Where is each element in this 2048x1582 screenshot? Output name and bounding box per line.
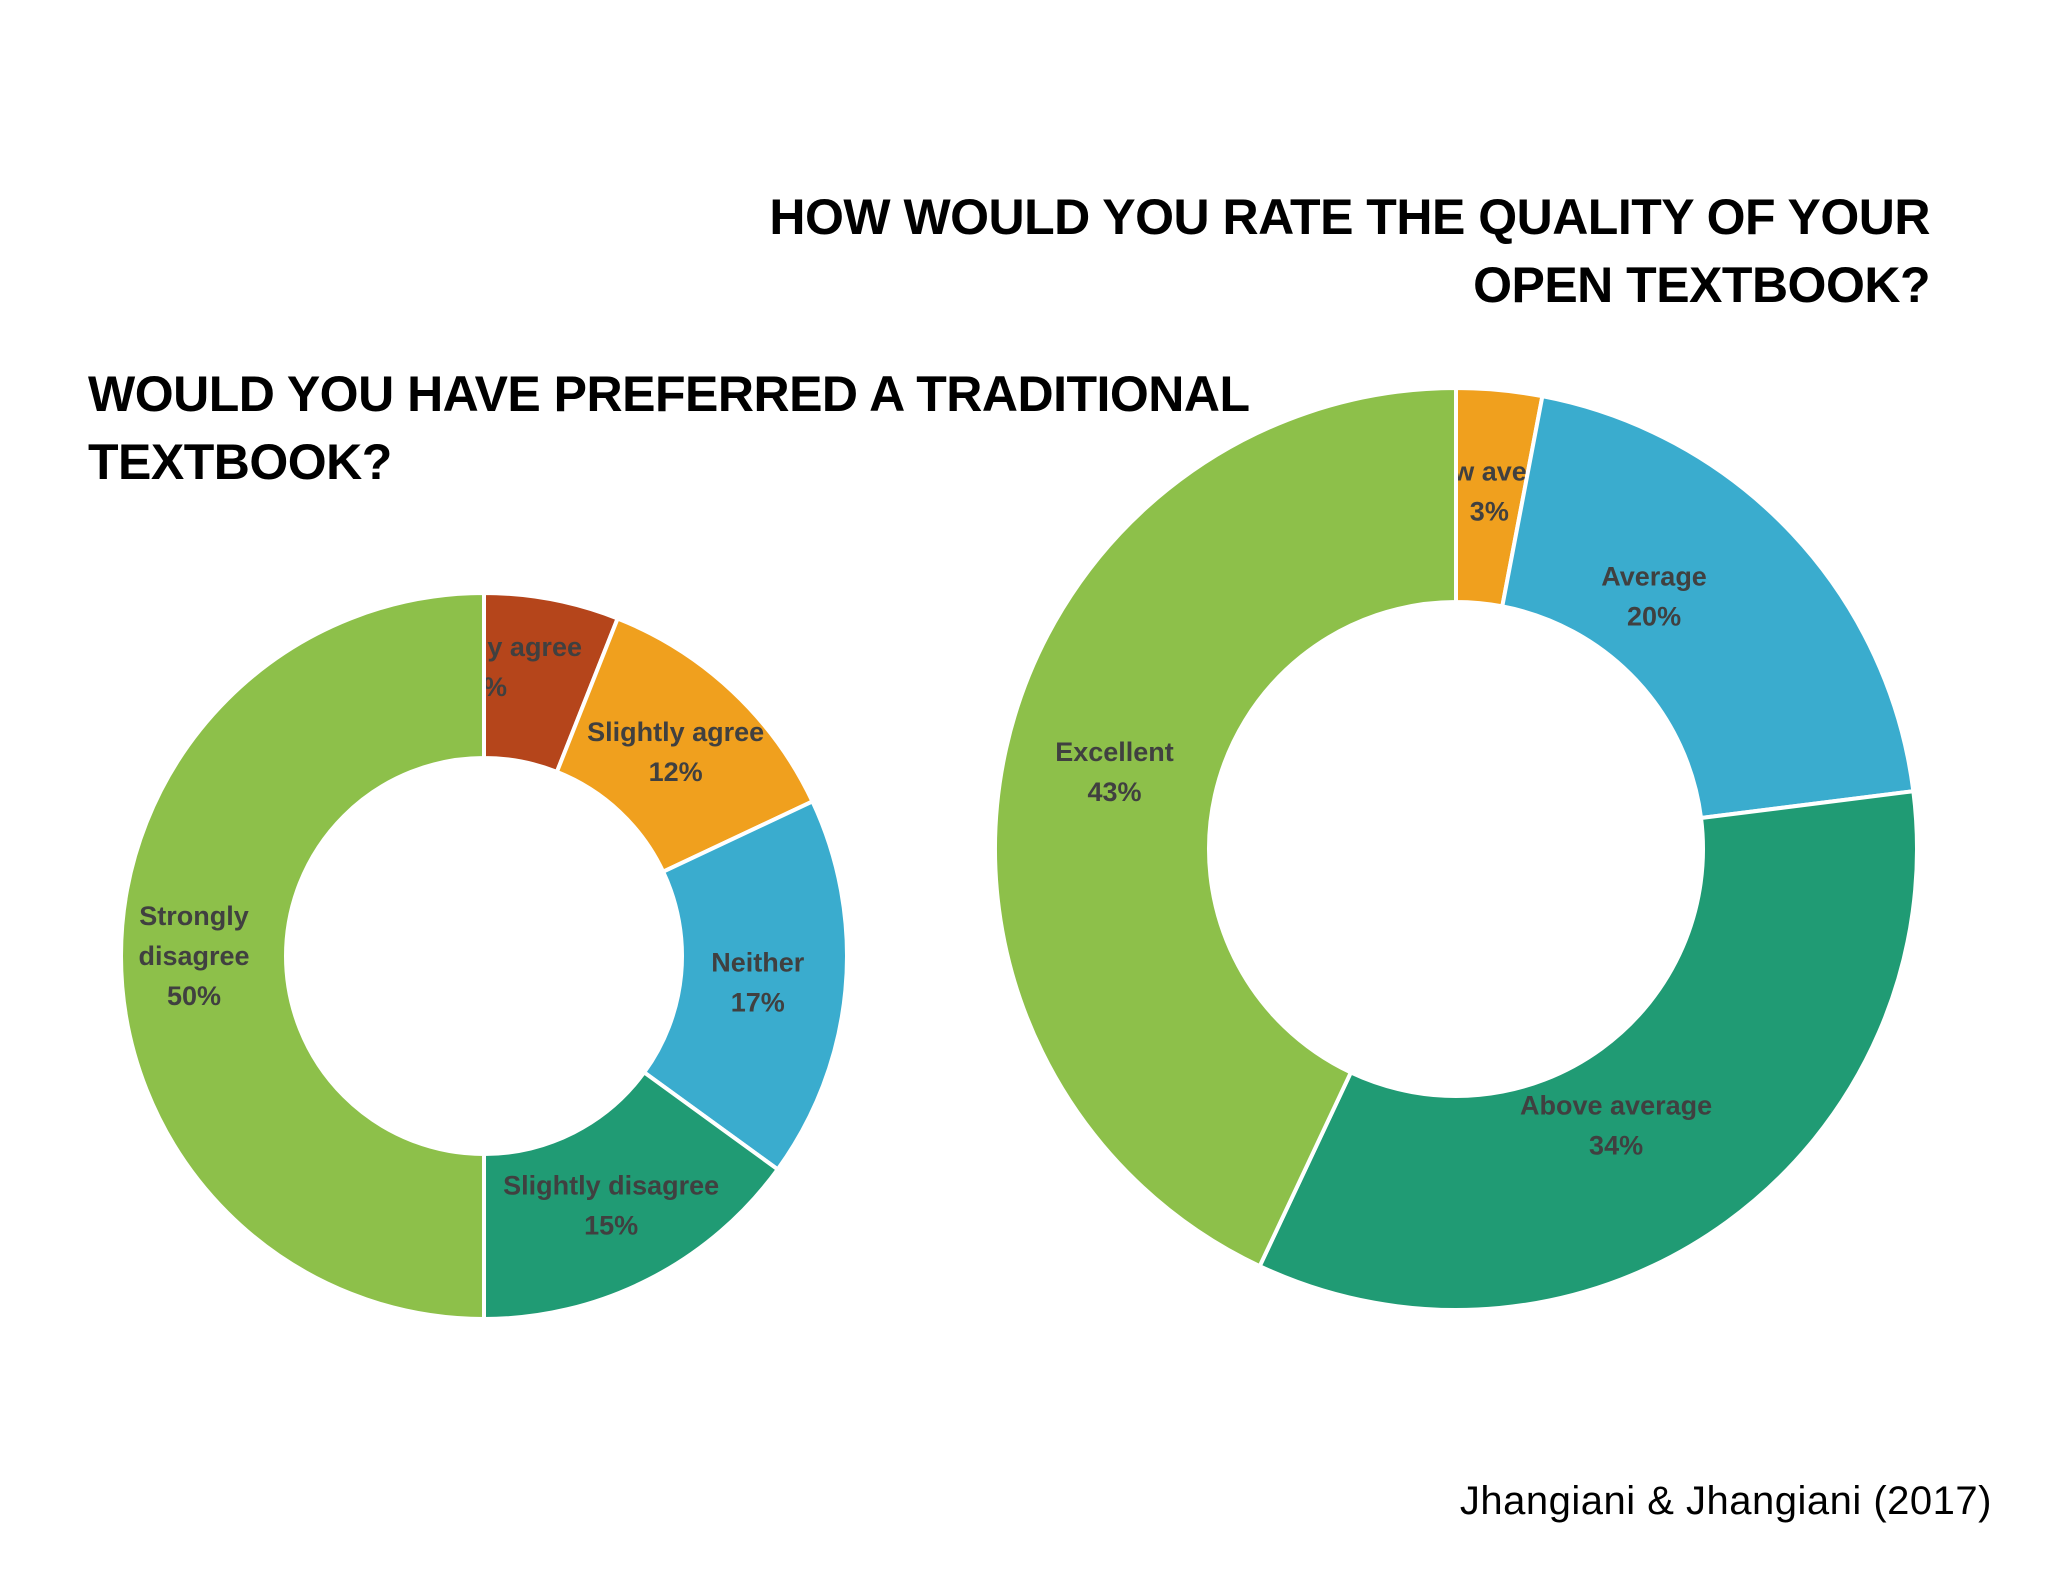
- quality-donut-chart: Below average 3%Average 20%Above average 34…: [993, 385, 1919, 1312]
- quality-label-above-average: Above average 34%: [1520, 1090, 1712, 1160]
- preference-category-label: Strongly: [139, 901, 249, 931]
- preference-value-label: 17%: [731, 987, 785, 1017]
- preference-value-label: 50%: [167, 981, 221, 1011]
- preference-slice-strongly-disagree: [119, 590, 486, 1322]
- preference-label-strongly-disagree: Strongly disagree 50%: [138, 901, 249, 1011]
- preference-label-slightly-agree: Slightly agree 12%: [587, 717, 764, 787]
- preference-category-label: Slightly disagree: [503, 1170, 719, 1200]
- quality-value-label: 20%: [1627, 602, 1681, 632]
- preference-category-label: disagree: [138, 941, 249, 971]
- quality-value-label: 3%: [1470, 497, 1509, 527]
- quality-chart-title: HOW WOULD YOU RATE THE QUALITY OF YOUR O…: [769, 189, 1930, 313]
- quality-value-label: 43%: [1088, 777, 1142, 807]
- preference-category-label: Slightly agree: [587, 717, 764, 747]
- preference-label-neither: Neither 17%: [711, 947, 805, 1017]
- preference-label-slightly-disagree: Slightly disagree 15%: [503, 1170, 719, 1240]
- preference-chart-title: WOULD YOU HAVE PREFERRED A TRADITIONAL T…: [88, 366, 1249, 490]
- quality-slice-excellent: [993, 385, 1458, 1269]
- preference-donut-chart: Strongly agree 6%Slightly agree 12%Neither…: [119, 590, 849, 1322]
- preference-slice-slightly-disagree: [482, 1069, 781, 1322]
- preference-value-label: 12%: [649, 757, 703, 787]
- quality-category-label: Average: [1601, 562, 1707, 592]
- quality-slice-average: [1499, 393, 1916, 821]
- preference-value-label: 15%: [584, 1210, 638, 1240]
- quality-category-label: Excellent: [1055, 737, 1174, 767]
- preference-category-label: Neither: [711, 947, 805, 977]
- citation: Jhangiani & Jhangiani (2017): [1459, 1479, 1992, 1523]
- preference-slice-neither: [641, 798, 849, 1173]
- preference-slice-slightly-agree: [554, 615, 816, 875]
- quality-label-excellent: Excellent 43%: [1055, 737, 1174, 807]
- quality-category-label: Above average: [1520, 1090, 1712, 1120]
- quality-label-average: Average 20%: [1601, 562, 1707, 632]
- quality-slice-above-average: [1257, 788, 1919, 1312]
- quality-value-label: 34%: [1589, 1130, 1643, 1160]
